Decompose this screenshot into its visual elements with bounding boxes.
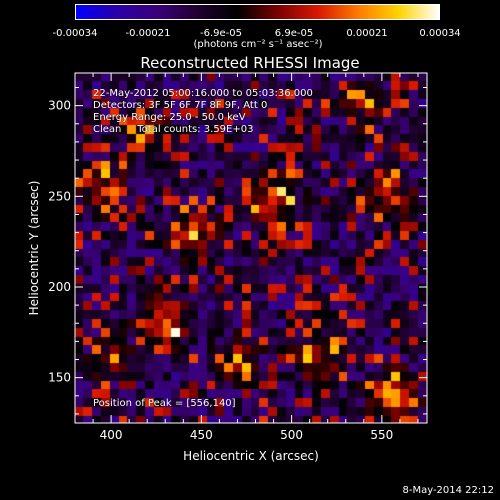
y-tick-label: 150 xyxy=(48,371,71,385)
colorbar-tick-label: -0.00021 xyxy=(125,28,171,39)
colorbar-tick-label: -0.00034 xyxy=(52,28,98,39)
x-tick-label: 500 xyxy=(280,428,303,442)
chart-title: Reconstructed RHESSI Image xyxy=(140,54,360,72)
colorbar-tick-label: 0.00034 xyxy=(419,28,461,39)
y-tick-label: 250 xyxy=(48,189,71,203)
annotation-method-counts: Clean Total counts: 3.59E+03 xyxy=(93,124,254,135)
x-tick-label: 400 xyxy=(100,428,123,442)
colorbar xyxy=(75,4,440,20)
colorbar-tick-label: 6.9e-05 xyxy=(274,28,314,39)
colorbar-tick-label: 0.00021 xyxy=(346,28,388,39)
plot-area: 22-May-2012 05:00:16.000 to 05:03:36.000… xyxy=(75,73,427,423)
annotation-detectors: Detectors: 3F 5F 6F 7F 8F 9F, Att 0 xyxy=(93,100,268,111)
x-tick-label: 550 xyxy=(370,428,393,442)
plot-timestamp: 8-May-2014 22:12 xyxy=(402,485,494,496)
x-axis-label: Heliocentric X (arcsec) xyxy=(183,449,319,463)
y-tick-label: 200 xyxy=(48,280,71,294)
colorbar-units: (photons cm⁻² s⁻¹ asec⁻²) xyxy=(193,39,323,50)
annotation-peak-position: Position of Peak = [556,140] xyxy=(93,398,236,409)
annotation-time-range: 22-May-2012 05:00:16.000 to 05:03:36.000 xyxy=(93,88,313,99)
annotation-energy-range: Energy Range: 25.0 - 50.0 keV xyxy=(93,112,246,123)
y-axis-label: Heliocentric Y (arcsec) xyxy=(27,180,41,316)
x-tick-label: 450 xyxy=(190,428,213,442)
colorbar-tick-label: -6.9e-05 xyxy=(200,28,242,39)
y-tick-label: 300 xyxy=(48,99,71,113)
